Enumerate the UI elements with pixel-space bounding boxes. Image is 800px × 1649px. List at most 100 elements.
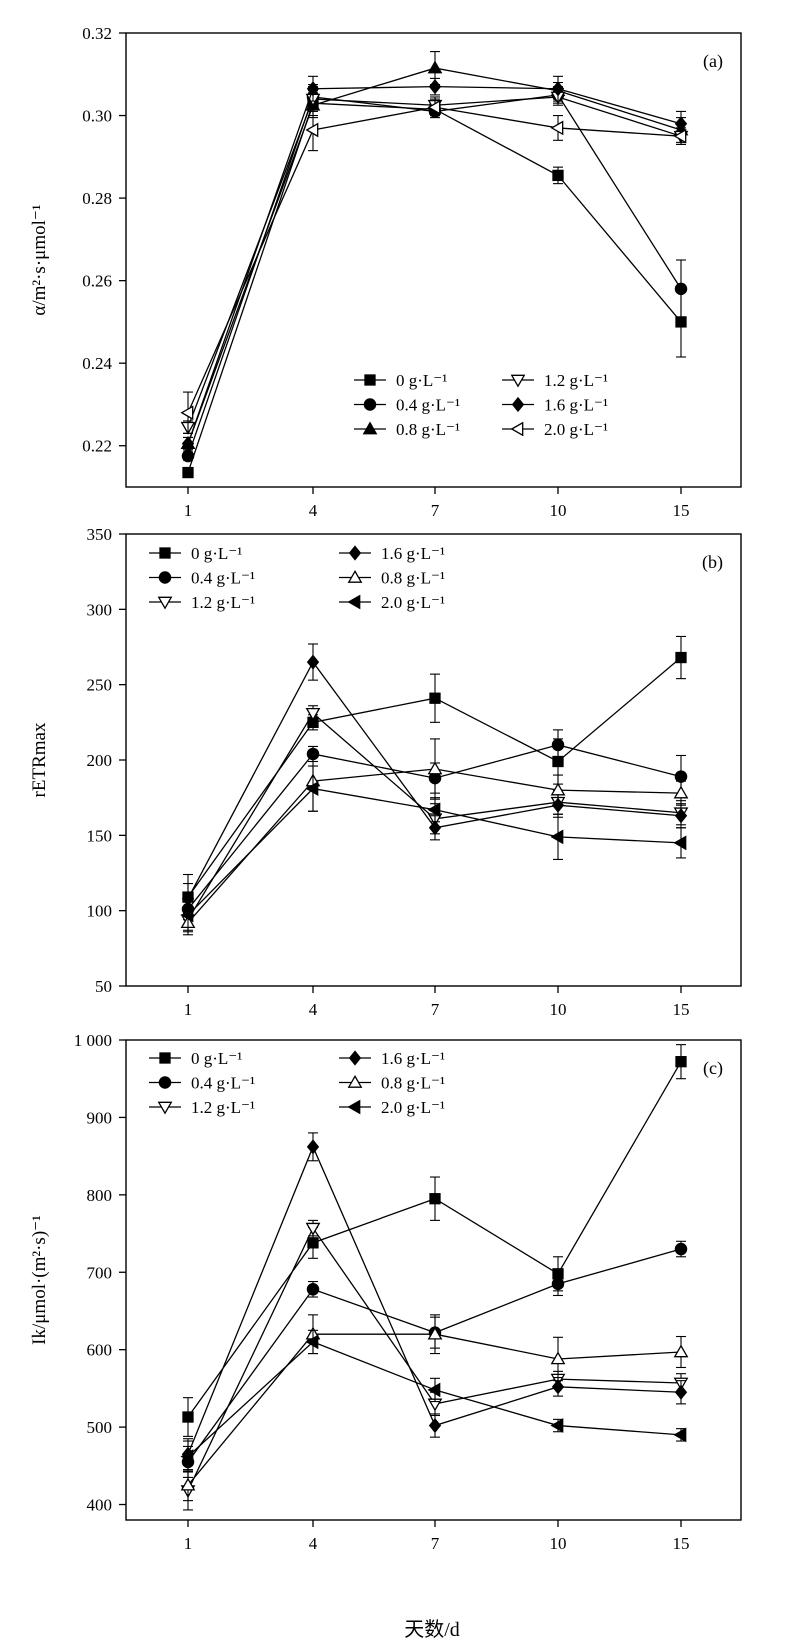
legend-entry: 2.0 g·L⁻¹ [381,593,445,612]
legend-entry: 0.4 g·L⁻¹ [191,569,255,588]
legend-entry: 0.8 g·L⁻¹ [381,569,445,588]
legend-entry: 1.6 g·L⁻¹ [544,396,608,415]
legend-marker [510,421,524,437]
legend-marker [158,571,172,584]
y-axis-label: rETRmax [29,722,50,797]
y-tick-label: 700 [87,1263,113,1282]
legend-entry: 1.2 g·L⁻¹ [191,1098,255,1117]
y-tick-label: 600 [87,1341,113,1360]
data-point [305,1222,321,1236]
data-point [427,60,443,74]
data-point [427,99,441,115]
legend-entry: 0 g·L⁻¹ [191,544,242,563]
x-tick-label: 4 [309,1000,318,1019]
legend-marker [347,569,363,583]
data-point [305,781,319,796]
data-point [550,120,564,136]
y-tick-label: 50 [95,977,112,996]
y-tick-label: 0.30 [82,107,112,126]
data-point [427,761,443,775]
data-point [675,1056,687,1068]
data-point [307,1237,319,1249]
data-point [305,1334,319,1350]
legend-marker [348,1050,362,1066]
legend-marker [157,1101,173,1115]
data-point [180,1449,194,1464]
series-triangle-left-open [180,98,687,434]
legend-marker [157,596,173,610]
data-point [428,79,442,95]
x-tick-label: 7 [431,501,440,520]
x-axis-title: 天数/d [404,1618,460,1641]
legend-entry: 0.4 g·L⁻¹ [191,1074,255,1093]
data-point [182,466,194,479]
data-point [182,1411,194,1423]
legend-marker [158,1076,172,1089]
panel-label: (b) [702,552,723,573]
data-point [674,1384,688,1400]
legend-marker [159,547,171,559]
data-point [673,1427,687,1443]
legend: 0 g·L⁻¹ 0.4 g·L⁻¹ 1.2 g·L⁻¹ 1.6 g·L⁻¹ 0.8 g·… [149,544,445,612]
data-point [305,707,321,721]
legend-entry: 2.0 g·L⁻¹ [381,1098,445,1117]
legend-marker [510,374,526,388]
data-point [551,1277,565,1291]
legend-entry: 0 g·L⁻¹ [396,371,447,390]
y-tick-label: 0.26 [82,272,112,291]
panels: 0.22 0.24 0.26 0.28 0.30 0.32 1 4 7 10 15 α/m²·s·μm… [29,24,742,1553]
data-point [674,808,688,824]
y-tick-label: 100 [87,902,113,921]
data-point [427,1382,441,1398]
x-tick-label: 15 [673,501,690,520]
data-point [674,1242,688,1256]
y-tick-label: 200 [87,751,113,770]
panel-label: (c) [703,1058,723,1079]
data-point [551,1379,565,1395]
x-tick-label: 15 [673,1534,690,1553]
x-tick-label: 10 [550,501,567,520]
legend-entry: 0.4 g·L⁻¹ [396,396,460,415]
legend-marker [362,421,378,435]
legend-entry: 2.0 g·L⁻¹ [544,420,608,439]
data-point [551,81,565,97]
legend-entry: 1.2 g·L⁻¹ [191,593,255,612]
legend-marker [511,396,525,413]
legend-entry: 0 g·L⁻¹ [191,1049,242,1068]
legend-entry: 1.6 g·L⁻¹ [381,1049,445,1068]
data-point [674,282,688,296]
legend: 0 g·L⁻¹ 0.4 g·L⁻¹ 1.2 g·L⁻¹ 1.6 g·L⁻¹ 0.8 g·… [149,1049,445,1117]
y-tick-label: 400 [87,1496,113,1515]
legend-entry: 0.8 g·L⁻¹ [396,420,460,439]
data-point [429,692,441,704]
data-point [306,1139,320,1155]
series-diamond [181,643,688,915]
data-point [550,782,566,796]
x-tick-label: 10 [550,1000,567,1019]
legend-entry: 1.2 g·L⁻¹ [544,371,608,390]
data-point [552,169,564,182]
y-tick-label: 0.28 [82,189,112,208]
y-tick-label: 900 [87,1108,113,1127]
data-point [673,785,689,799]
data-point [673,835,687,851]
y-tick-label: 500 [87,1418,113,1437]
data-point [306,81,320,97]
y-tick-label: 0.32 [82,24,112,43]
data-point [550,1418,564,1433]
y-tick-label: 0.22 [82,437,112,456]
y-tick-label: 250 [87,676,113,695]
data-point [673,1344,689,1358]
x-tick-label: 1 [184,501,193,520]
chart-panel-a: 0.22 0.24 0.26 0.28 0.30 0.32 1 4 7 10 15 α/m²·s·μm… [29,24,742,520]
data-point [427,802,441,818]
data-point [675,651,687,664]
x-tick-label: 1 [184,1534,193,1553]
data-point [673,128,687,144]
chart-panel-b: 50 100 150 200 250 300 350 1 4 7 10 15 rETRmax (b) 0 g… [29,525,742,1019]
data-point [181,436,195,452]
y-tick-label: 350 [87,525,113,544]
chart-panel-c: 400 500 600 700 800 900 1 000 1 4 7 10 15 Ik/μmol·(m… [29,1031,742,1553]
legend: 0 g·L⁻¹ 0.4 g·L⁻¹ 0.8 g·L⁻¹ 1.2 g·L⁻¹ 1.6 g·… [354,371,608,439]
